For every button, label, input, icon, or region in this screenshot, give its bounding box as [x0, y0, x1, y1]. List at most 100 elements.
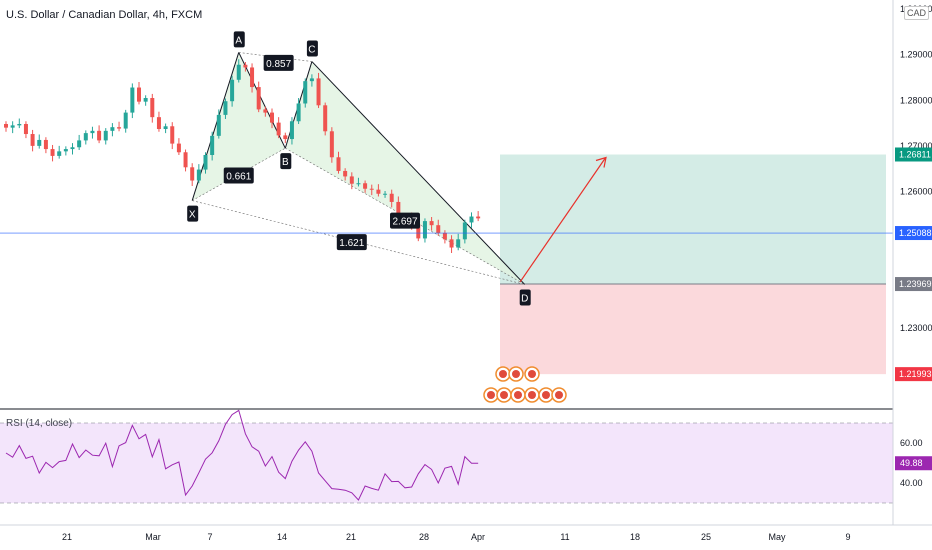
point-label-b: B: [282, 157, 289, 168]
currency-badge[interactable]: CAD: [904, 6, 930, 20]
price-label-bg: [895, 147, 932, 162]
candle-body: [329, 131, 334, 158]
time-tick: 28: [419, 532, 429, 542]
candle-body: [176, 143, 181, 153]
candle-body: [349, 176, 354, 184]
price-label: 1.21993: [899, 369, 932, 379]
target-zone: [500, 154, 886, 285]
point-label-bg: [306, 40, 318, 57]
rsi-band: [0, 423, 893, 503]
candle-body: [190, 167, 195, 181]
point-label-bg: [233, 31, 245, 48]
candle-body: [436, 225, 441, 233]
ratio-label: 0.661: [226, 172, 251, 183]
point-label-a: A: [235, 35, 242, 46]
candle-body: [43, 139, 48, 150]
point-label-x: X: [189, 210, 196, 221]
candle-body: [356, 183, 361, 185]
candle-body: [309, 78, 314, 82]
candle-body: [50, 149, 55, 156]
candle-body: [383, 193, 388, 195]
time-tick: 9: [845, 532, 850, 542]
candle-body: [57, 151, 62, 156]
price-lines: [0, 156, 893, 283]
candle-body: [30, 134, 35, 146]
flag-icon: [487, 391, 495, 399]
candle-body: [223, 101, 228, 115]
candle-body: [296, 103, 301, 122]
candle-body: [203, 154, 208, 170]
candle-body: [23, 123, 28, 135]
rsi-line: [5, 409, 479, 501]
candle-body: [469, 216, 474, 223]
candle-body: [236, 64, 241, 80]
time-tick: 21: [346, 532, 356, 542]
price-label-bg: [895, 367, 932, 382]
candle-body: [456, 239, 461, 248]
candle-body: [143, 98, 148, 102]
candle-body: [396, 201, 401, 219]
price-tick: 1.27000: [900, 141, 932, 151]
ratio-label-bg: [390, 212, 420, 229]
candle-body: [10, 125, 15, 128]
candle-body: [389, 193, 394, 202]
candle-body: [270, 112, 274, 123]
flag-icon: [500, 391, 508, 399]
point-label-bg: [519, 289, 531, 306]
point-label-c: C: [308, 45, 315, 56]
candle-body: [97, 130, 102, 141]
time-tick: Mar: [145, 532, 161, 542]
price-label: 1.25088: [899, 228, 932, 238]
flag-icon: [542, 391, 550, 399]
position-zones: [500, 154, 886, 375]
time-tick: 21: [62, 532, 72, 542]
ratio-label: 1.621: [339, 238, 364, 249]
time-tick: 7: [207, 532, 212, 542]
candle-body: [17, 123, 22, 126]
ratio-label-bg: [263, 54, 294, 71]
candle-body: [37, 139, 42, 146]
point-label-bg: [280, 153, 292, 170]
time-tick: 14: [277, 532, 287, 542]
flag-icon: [528, 391, 536, 399]
candle-body: [476, 216, 481, 219]
candle-body: [4, 123, 8, 128]
pattern-labels: X A B C D 0.857 0.661 2.697 1.621: [187, 31, 531, 306]
candle-body: [170, 126, 175, 144]
candle-body: [343, 170, 348, 177]
price-label-bg: [895, 226, 932, 241]
candle-body: [70, 147, 75, 150]
time-tick: May: [768, 532, 786, 542]
candle-body: [63, 149, 68, 152]
price-tick: 1.28000: [900, 95, 932, 105]
price-tick: 1.26000: [900, 186, 932, 196]
candle-body: [449, 239, 454, 248]
candle-body: [363, 183, 368, 189]
candle-body: [123, 112, 128, 129]
candle-body: [183, 152, 188, 168]
candle-body: [210, 135, 215, 155]
point-label-bg: [187, 205, 199, 222]
candle-body: [376, 189, 381, 194]
candle-body: [90, 130, 95, 134]
candle-body: [150, 98, 155, 118]
candle-body: [289, 121, 294, 140]
ratio-label-bg: [223, 167, 254, 184]
candle-body: [256, 87, 261, 110]
price-label-bg: [895, 277, 932, 292]
candle-body: [422, 221, 427, 239]
price-label: 1.26811: [899, 149, 931, 159]
ratio-label: 2.697: [392, 217, 417, 228]
candle-body: [163, 126, 168, 130]
xab-triangle: [192, 52, 286, 201]
stop-zone: [500, 284, 886, 375]
flag-icon: [499, 370, 507, 378]
price-tick: 1.23000: [900, 323, 932, 333]
rsi-value-bg: [895, 456, 932, 471]
rsi-label: RSI (14, close): [6, 418, 73, 429]
candle-body: [230, 79, 235, 102]
candle-body: [216, 114, 221, 136]
rsi-tick: 40.00: [900, 478, 923, 488]
target-arrow: [519, 158, 606, 283]
